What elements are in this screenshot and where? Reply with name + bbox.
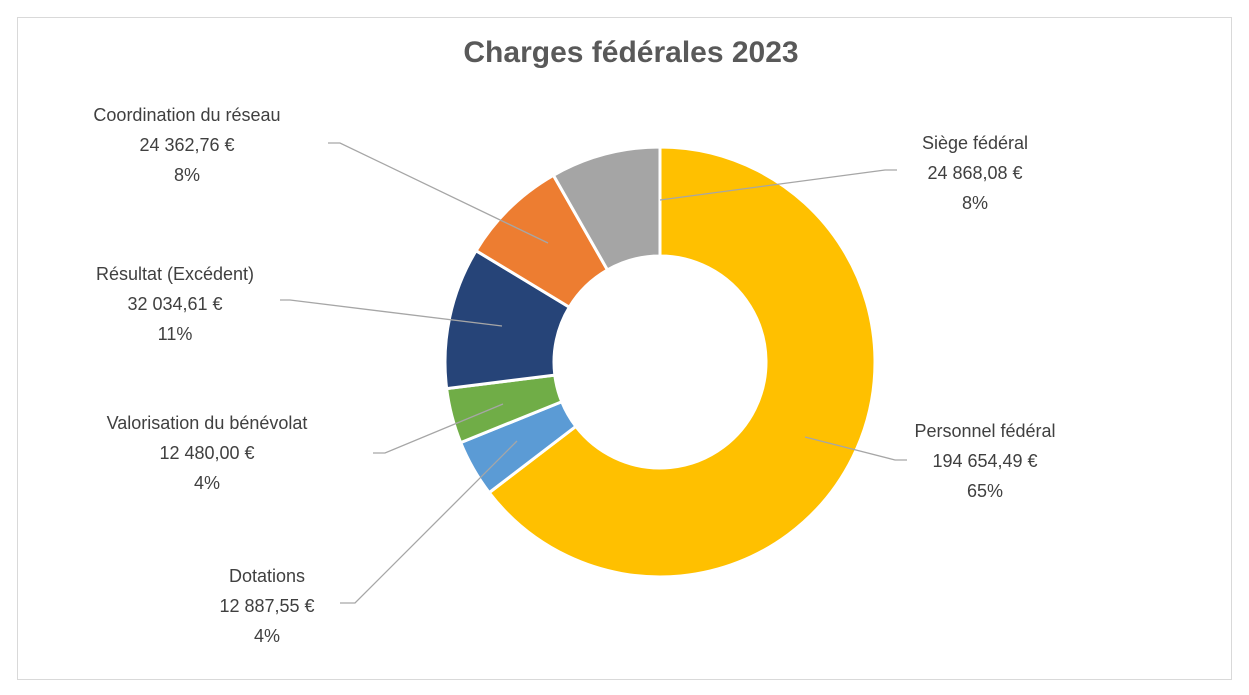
data-label-name: Résultat (Excédent) bbox=[96, 264, 254, 284]
data-label-name: Dotations bbox=[229, 566, 305, 586]
donut-slice bbox=[551, 145, 662, 272]
data-label-percent: 8% bbox=[962, 193, 988, 213]
data-label-percent: 11% bbox=[158, 324, 193, 344]
data-label-value: 12 887,55 € bbox=[219, 596, 314, 616]
data-label-percent: 8% bbox=[174, 165, 200, 185]
data-label-value: 24 362,76 € bbox=[139, 135, 234, 155]
leader-line bbox=[280, 299, 503, 327]
data-label-value: 32 034,61 € bbox=[127, 294, 222, 314]
leader-line bbox=[373, 403, 504, 454]
leader-line bbox=[328, 142, 549, 244]
data-label-value: 24 868,08 € bbox=[927, 163, 1022, 183]
data-label-name: Personnel fédéral bbox=[914, 421, 1055, 441]
leader-line bbox=[659, 169, 897, 201]
data-label-value: 12 480,00 € bbox=[159, 443, 254, 463]
donut-slice bbox=[487, 145, 877, 579]
data-label-percent: 4% bbox=[194, 473, 220, 493]
chart-title: Charges fédérales 2023 bbox=[463, 36, 798, 69]
data-label-name: Coordination du réseau bbox=[93, 105, 280, 125]
data-label-value: 194 654,49 € bbox=[932, 451, 1037, 471]
data-label-percent: 65% bbox=[967, 481, 1003, 501]
leader-line bbox=[804, 436, 907, 461]
data-label-name: Valorisation du bénévolat bbox=[107, 413, 308, 433]
data-label-percent: 4% bbox=[254, 626, 280, 646]
leader-line bbox=[340, 440, 518, 604]
data-label-name: Siège fédéral bbox=[922, 133, 1028, 153]
